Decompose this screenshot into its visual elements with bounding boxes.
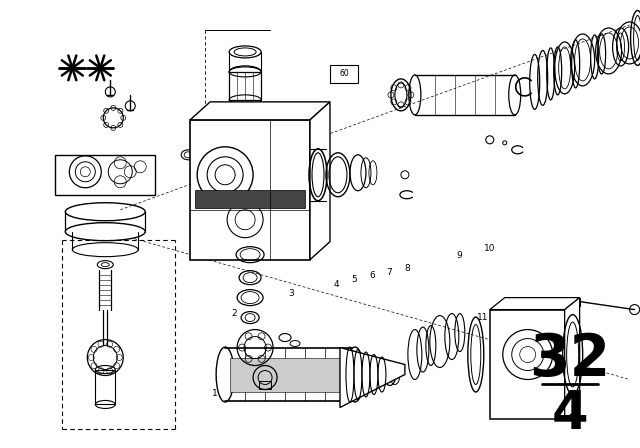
- Polygon shape: [490, 297, 580, 310]
- Text: 1: 1: [212, 389, 218, 398]
- Text: 7: 7: [386, 267, 392, 276]
- Text: 60: 60: [339, 69, 349, 78]
- Bar: [330, 65, 358, 83]
- Polygon shape: [564, 297, 580, 419]
- Ellipse shape: [346, 347, 364, 402]
- Text: 9: 9: [456, 250, 462, 259]
- Text: 5: 5: [351, 275, 356, 284]
- Text: 10: 10: [484, 244, 495, 253]
- Text: 4: 4: [551, 388, 588, 440]
- Text: 8: 8: [404, 264, 410, 273]
- Bar: [230, 358, 350, 392]
- Text: 3: 3: [289, 289, 294, 297]
- Text: 2: 2: [231, 309, 237, 318]
- Bar: [195, 190, 305, 208]
- Polygon shape: [340, 348, 405, 408]
- Polygon shape: [190, 102, 330, 120]
- Text: 32: 32: [529, 331, 611, 388]
- Polygon shape: [490, 310, 564, 419]
- Bar: [259, 382, 271, 389]
- Bar: [95, 370, 115, 405]
- Polygon shape: [190, 120, 310, 260]
- Text: 11: 11: [477, 313, 489, 322]
- Bar: [229, 72, 261, 100]
- Text: 6: 6: [369, 271, 375, 280]
- Polygon shape: [55, 155, 156, 195]
- Ellipse shape: [65, 223, 145, 241]
- Text: 4: 4: [333, 280, 339, 289]
- Polygon shape: [310, 102, 330, 260]
